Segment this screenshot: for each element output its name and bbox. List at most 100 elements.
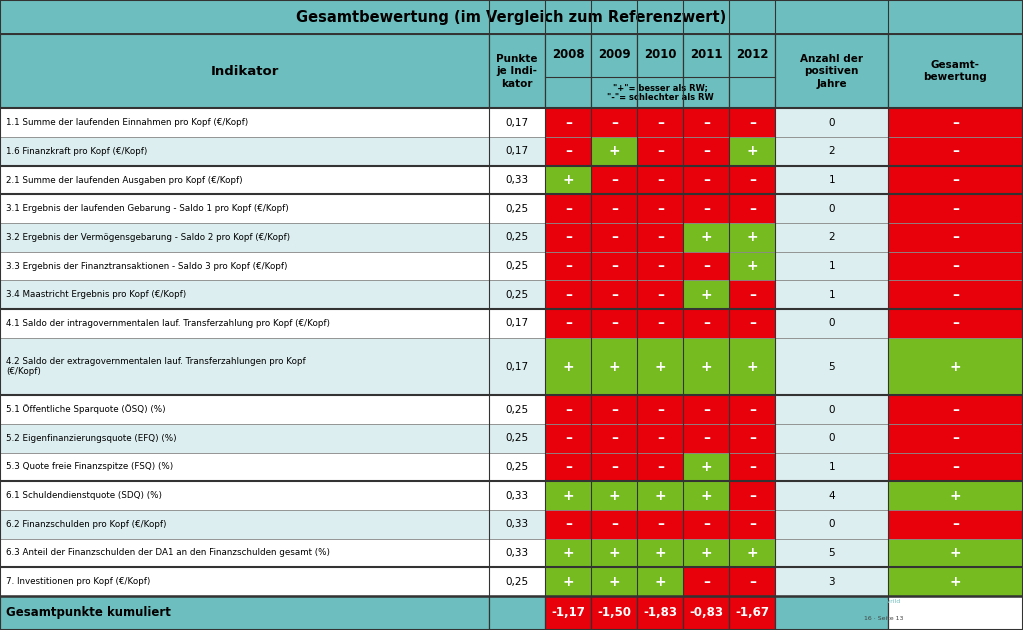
Text: 3.3 Ergebnis der Finanztransaktionen - Saldo 3 pro Kopf (€/Kopf): 3.3 Ergebnis der Finanztransaktionen - S… [6,261,287,271]
Text: · ter Biwrild: · ter Biwrild [864,600,900,604]
Bar [729,424,775,452]
Bar [683,108,729,137]
Bar [637,108,683,137]
Bar [0,309,489,338]
Text: +: + [609,144,620,158]
Bar [729,539,775,567]
Bar [775,539,888,567]
Bar [888,223,1023,252]
Text: +: + [701,360,712,374]
Bar [775,452,888,481]
Text: +: + [701,288,712,302]
Bar [729,567,775,596]
Text: +: + [747,259,758,273]
Bar [489,338,545,395]
Text: –: – [657,173,664,187]
Bar [683,539,729,567]
Bar [0,481,489,510]
Text: –: – [565,116,572,130]
Bar [637,137,683,166]
Bar [637,338,683,395]
Bar [591,166,637,195]
Bar [637,34,683,108]
Text: –: – [611,173,618,187]
Bar [545,166,591,195]
Bar [775,395,888,424]
Bar [775,137,888,166]
Text: –: – [952,231,959,244]
Text: –: – [952,116,959,130]
Bar [591,223,637,252]
Text: +: + [701,546,712,560]
Text: 1: 1 [829,462,835,472]
Bar [545,34,591,108]
Bar [591,567,637,596]
Text: –: – [749,431,756,445]
Bar [637,596,683,630]
Bar [489,539,545,567]
Text: 1.1 Summe der laufenden Einnahmen pro Kopf (€/Kopf): 1.1 Summe der laufenden Einnahmen pro Ko… [6,118,249,127]
Bar [683,596,729,630]
Bar [637,567,683,596]
Bar [489,452,545,481]
Bar [637,481,683,510]
Text: -1,67: -1,67 [736,607,769,619]
Text: Gesamtbewertung (im Vergleich zum Referenzwert): Gesamtbewertung (im Vergleich zum Refere… [297,9,726,25]
Text: 3.1 Ergebnis der laufenden Gebarung - Saldo 1 pro Kopf (€/Kopf): 3.1 Ergebnis der laufenden Gebarung - Sa… [6,204,288,213]
Bar [888,108,1023,137]
Bar [545,395,591,424]
Text: –: – [749,517,756,531]
Bar [729,510,775,539]
Bar [729,309,775,338]
Text: –: – [703,316,710,331]
Text: +: + [655,546,666,560]
Text: –: – [703,202,710,215]
Bar [545,108,591,137]
Text: Indikator: Indikator [211,65,278,77]
Bar [888,338,1023,395]
Text: +: + [949,575,962,588]
Text: +: + [609,546,620,560]
Text: 2.1 Summe der laufenden Ausgaben pro Kopf (€/Kopf): 2.1 Summe der laufenden Ausgaben pro Kop… [6,176,242,185]
Bar [545,424,591,452]
Bar [545,452,591,481]
Bar [729,280,775,309]
Text: 0: 0 [829,404,835,415]
Bar [683,424,729,452]
Bar [775,338,888,395]
Text: 0,17: 0,17 [505,146,529,156]
Text: 0,25: 0,25 [505,404,529,415]
Text: –: – [611,460,618,474]
Bar [888,166,1023,195]
Text: 0,25: 0,25 [505,232,529,243]
Text: +: + [701,489,712,503]
Text: –: – [565,403,572,416]
Text: 1: 1 [829,175,835,185]
Bar [729,108,775,137]
Bar [637,195,683,223]
Text: –: – [611,431,618,445]
Bar [729,452,775,481]
Text: –: – [565,431,572,445]
Text: –: – [749,403,756,416]
Bar [0,34,489,108]
Text: –: – [611,116,618,130]
Text: +: + [563,489,574,503]
Text: –: – [952,460,959,474]
Text: –: – [749,116,756,130]
Bar [775,481,888,510]
Text: +: + [609,360,620,374]
Bar [545,596,591,630]
Text: 3.2 Ergebnis der Vermögensgebarung - Saldo 2 pro Kopf (€/Kopf): 3.2 Ergebnis der Vermögensgebarung - Sal… [6,233,291,242]
Text: +: + [949,546,962,560]
Bar [545,309,591,338]
Text: 2011: 2011 [691,49,722,61]
Bar [888,137,1023,166]
Bar [0,452,489,481]
Text: 16 · Seite 13: 16 · Seite 13 [864,617,904,621]
Bar [775,195,888,223]
Bar [489,309,545,338]
Bar [591,539,637,567]
Text: +: + [747,546,758,560]
Text: +: + [949,360,962,374]
